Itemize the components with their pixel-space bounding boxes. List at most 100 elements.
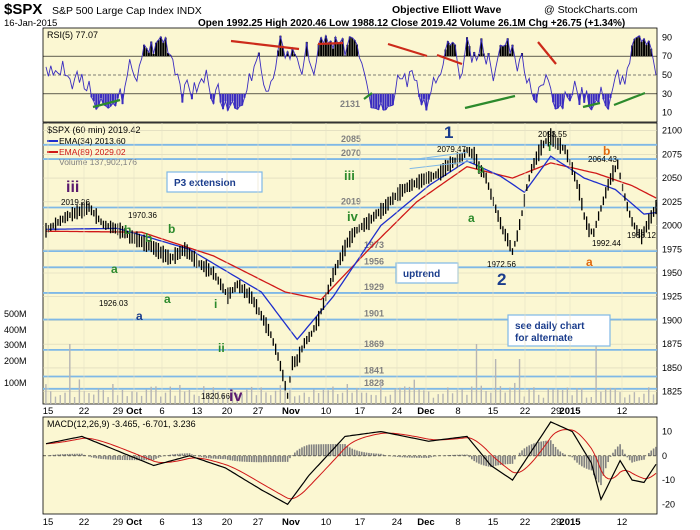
- volume-bar: [313, 389, 315, 404]
- price-tick-label: 1925: [662, 292, 682, 302]
- volume-bar: [102, 390, 105, 404]
- channel-line: [409, 160, 475, 170]
- volume-bar: [169, 386, 171, 404]
- macd-panel: [42, 416, 658, 515]
- wave-label: i: [548, 140, 551, 154]
- index-name: S&P 500 Large Cap Index INDX: [52, 5, 202, 17]
- volume-bar: [485, 390, 487, 404]
- volume-bar: [514, 382, 516, 404]
- volume-bar: [480, 385, 482, 404]
- volume-bar: [112, 384, 114, 404]
- volume-bar: [404, 386, 406, 404]
- volume-bar: [557, 389, 559, 404]
- wave-label: ii: [218, 341, 225, 355]
- x-tick-label: 24: [392, 406, 403, 417]
- wave-label: a: [468, 211, 475, 225]
- volume-bar: [356, 387, 358, 404]
- x-tick-label-bottom: 27: [253, 517, 264, 528]
- volume-bar: [604, 388, 607, 404]
- x-tick-label: 22: [79, 406, 90, 417]
- x-tick-label-bottom: 24: [392, 517, 403, 528]
- volume-bar: [69, 344, 71, 404]
- volume-bar: [523, 396, 526, 404]
- rsi-tick-label: 90: [662, 32, 672, 42]
- legend-ema89: EMA(89) 2029.02: [59, 147, 126, 157]
- volume-bar: [365, 392, 368, 404]
- price-tick-label: 1950: [662, 268, 682, 278]
- volume-bar: [293, 396, 296, 404]
- annotation-box: [166, 171, 263, 193]
- x-tick-label-bottom: 22: [79, 517, 90, 528]
- x-tick-label-bottom: 15: [43, 517, 54, 528]
- volume-bar: [643, 393, 645, 404]
- volume-bar: [499, 386, 502, 404]
- volume-bar: [370, 394, 372, 404]
- fib-label-1841: 1841: [364, 365, 384, 375]
- volume-bar: [394, 388, 396, 404]
- volume-bar: [380, 381, 382, 404]
- volume-bar: [260, 387, 262, 404]
- volume-bar: [203, 386, 205, 404]
- volume-bars: [45, 344, 655, 404]
- volume-bar: [250, 386, 253, 404]
- x-tick-label-bottom: 2015: [559, 517, 581, 528]
- volume-bar: [600, 391, 602, 404]
- rsi-tick-label: 70: [662, 51, 672, 61]
- volume-bar: [327, 390, 329, 404]
- legend-symbol: $SPX (60 min) 2019.42: [47, 125, 141, 135]
- volume-bar: [121, 389, 124, 404]
- wave-label: i: [214, 297, 217, 311]
- price-tick-label: 2000: [662, 221, 682, 231]
- fib-label-2019: 2019: [341, 196, 361, 206]
- volume-bar: [188, 389, 191, 404]
- x-tick-label: 29: [551, 406, 562, 417]
- volume-bar: [270, 395, 272, 404]
- volume-bar: [490, 392, 492, 404]
- macd-tick-label: -20: [662, 499, 675, 509]
- volume-bar: [648, 387, 650, 404]
- wave-label: b: [603, 144, 610, 158]
- wave-label: iv: [229, 388, 242, 405]
- x-tick-label-bottom: 8: [455, 517, 460, 528]
- macd-tick-label: -10: [662, 475, 675, 485]
- macd-line: [45, 421, 657, 506]
- volume-bar: [408, 386, 411, 404]
- wave-label: 1: [444, 123, 453, 142]
- price-tick-label: 1900: [662, 315, 682, 325]
- rsi-annotations: [92, 39, 646, 110]
- x-tick-label-bottom: 15: [488, 517, 499, 528]
- x-tick-label: 27: [253, 406, 264, 417]
- volume-bar: [619, 392, 621, 404]
- wave-label: b: [477, 162, 484, 176]
- volume-bar: [576, 388, 578, 404]
- volume-bar: [207, 392, 210, 404]
- volume-bar: [322, 389, 325, 404]
- wave-label: 2: [497, 270, 506, 289]
- annotation-box-text: for alternate: [515, 333, 573, 344]
- price-tick-label: 2025: [662, 197, 682, 207]
- x-tick-label: 12: [617, 406, 628, 417]
- price-legend: $SPX (60 min) 2019.42 EMA(34) 2013.60 EM…: [47, 125, 141, 167]
- volume-bar: [183, 391, 186, 404]
- volume-bar: [59, 395, 61, 404]
- macd-legend: MACD(12,26,9) -3.465, -6.701, 3.236: [47, 419, 196, 429]
- volume-tick-label: 100M: [4, 378, 27, 388]
- volume-bar: [126, 396, 128, 404]
- legend-ema34: EMA(34) 2013.60: [59, 136, 126, 146]
- quote-line: Open 1992.25 High 2020.46 Low 1988.12 Cl…: [198, 18, 625, 29]
- chart-date: 16-Jan-2015: [4, 18, 57, 29]
- volume-bar: [585, 397, 588, 404]
- volume-tick-label: 400M: [4, 325, 27, 335]
- source-label: Objective Elliott Wave: [392, 4, 501, 16]
- x-tick-label-bottom: 29: [113, 517, 124, 528]
- x-tick-label: 29: [113, 406, 124, 417]
- annotation-box-text: uptrend: [403, 269, 440, 280]
- volume-bar: [246, 389, 248, 404]
- rsi-divergence-line: [436, 53, 463, 66]
- x-axis: 151522222929OctOct66131320202727NovNov10…: [43, 123, 628, 528]
- volume-bar: [432, 397, 435, 404]
- wave-label: a: [586, 255, 593, 269]
- x-tick-label: 20: [222, 406, 233, 417]
- rsi-divergence-line: [582, 101, 601, 109]
